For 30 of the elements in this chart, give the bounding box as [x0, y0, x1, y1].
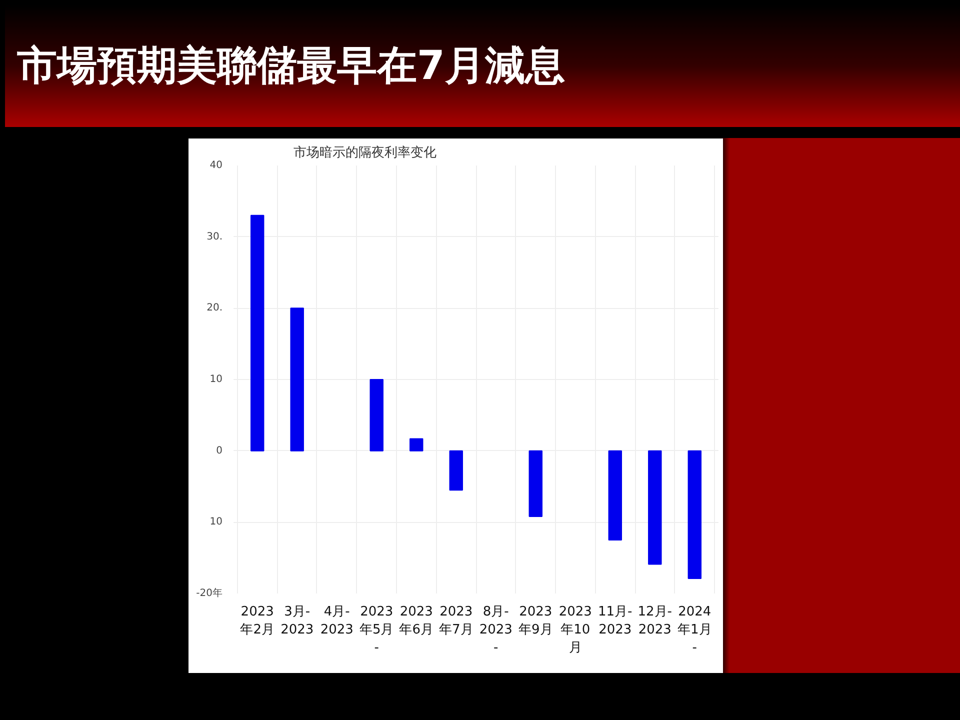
y-tick-label: 0 — [216, 445, 223, 456]
bar — [250, 214, 264, 452]
x-tick-label: 3月- 2023 — [280, 604, 314, 638]
x-tick-label: 2024 年1月 - — [678, 604, 712, 656]
bar — [370, 379, 384, 452]
y-tick-label: -20年 — [196, 587, 223, 599]
x-tick-label: 11月- 2023 — [598, 604, 633, 638]
x-tick-label: 2023 年10 月 — [558, 604, 592, 656]
x-tick-label: 8月- 2023 - — [479, 604, 512, 656]
y-tick-label: 40 — [210, 160, 223, 171]
chart-title: 市場預期美聯儲最早在7月減息 — [17, 42, 565, 91]
x-tick-label: 4月- 2023 — [320, 604, 354, 638]
x-tick-label: 2023 年5月 - — [359, 604, 394, 656]
bar — [648, 450, 662, 565]
x-tick-label: 2023 年6月 — [399, 604, 434, 638]
chart-subtitle: 市场暗示的隔夜利率变化 — [294, 144, 436, 160]
bar — [449, 450, 463, 491]
x-tick-label: 12月- 2023 — [638, 604, 672, 638]
x-tick-label: 2023 年7月 — [438, 604, 474, 638]
y-tick-label: 10 — [210, 374, 223, 385]
bar — [528, 450, 542, 517]
bar — [608, 450, 622, 540]
y-tick-label: 30. — [206, 231, 223, 242]
y-tick-label: 20. — [206, 302, 223, 314]
bar — [688, 450, 702, 580]
x-tick-label: 2023 年2月 — [240, 604, 274, 638]
y-tick-label: 10 — [210, 516, 223, 528]
bar — [290, 308, 304, 452]
x-tick-label: 2023 年9月 — [518, 604, 553, 638]
bar — [410, 438, 424, 452]
